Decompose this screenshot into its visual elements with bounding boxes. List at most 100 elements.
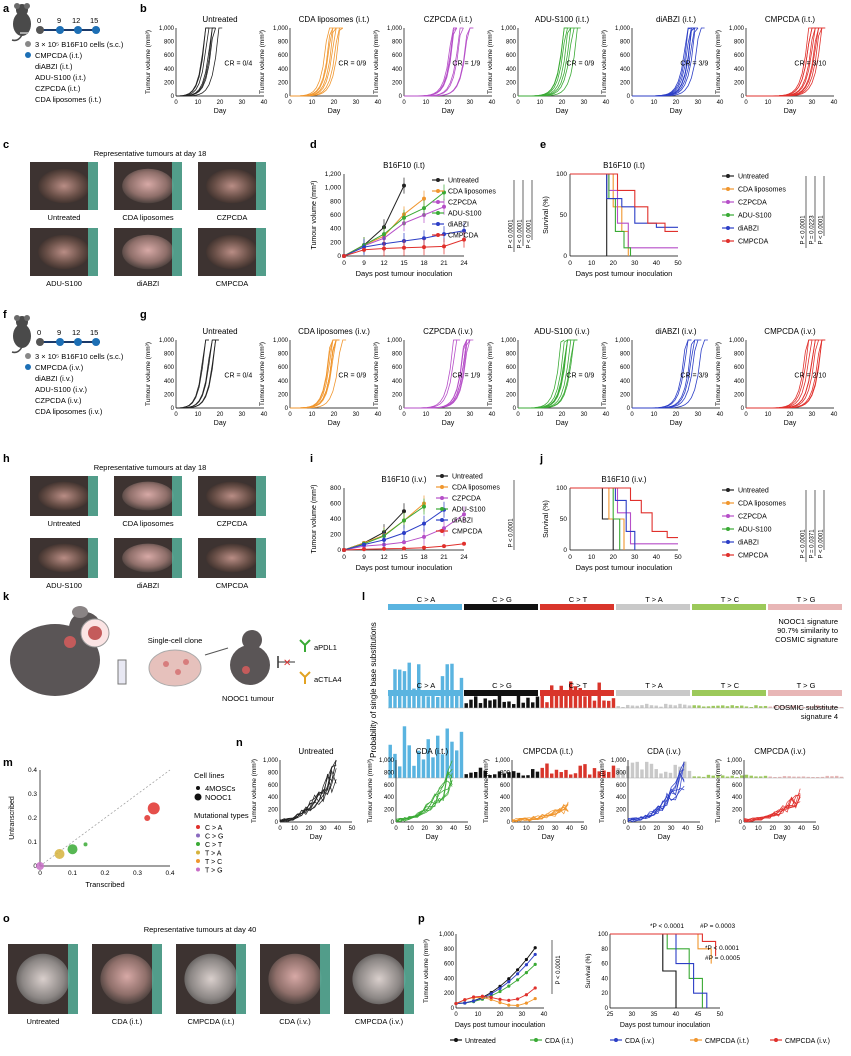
y-tick-label: 1,000 bbox=[159, 26, 175, 32]
substitution-bar bbox=[763, 775, 768, 778]
x-tick-label: 10 bbox=[423, 412, 430, 418]
category-label: C > A bbox=[417, 595, 436, 604]
legend-label: ADU-S100 bbox=[738, 527, 772, 534]
x-tick-label: 20 bbox=[217, 100, 224, 106]
substitution-bar bbox=[649, 705, 654, 708]
y-tick-label: 20 bbox=[601, 991, 608, 997]
growth-curve bbox=[404, 339, 457, 409]
substitution-bar bbox=[616, 767, 620, 778]
subplot-title: Untreated bbox=[202, 15, 237, 24]
photo-caption: Untreated bbox=[27, 1017, 60, 1026]
growth-curve bbox=[746, 339, 812, 409]
mutation-point bbox=[83, 842, 88, 847]
x-tick-label: 0 bbox=[342, 260, 346, 267]
x-tick-label: 50 bbox=[465, 826, 472, 832]
x-tick-label: 35 bbox=[651, 1012, 658, 1018]
series-line bbox=[343, 510, 405, 551]
y-tick-label: 400 bbox=[500, 795, 511, 801]
panel-label-o: o bbox=[3, 913, 10, 925]
x-tick-label: 20 bbox=[217, 412, 224, 418]
legend-label: CMPCDA bbox=[738, 239, 769, 246]
category-band bbox=[540, 604, 614, 610]
y-tick-label: 100 bbox=[556, 171, 567, 178]
substitution-bar bbox=[616, 706, 620, 708]
y-tick-label: 800 bbox=[278, 40, 289, 46]
mutation-point bbox=[144, 815, 151, 821]
y-tick-label: 1,000 bbox=[159, 338, 175, 344]
timeline-tick: 12 bbox=[72, 328, 80, 337]
substitution-bar bbox=[839, 776, 844, 778]
y-tick-label: 1,000 bbox=[611, 758, 627, 764]
x-tick-label: 40 bbox=[798, 826, 805, 832]
subplot-title: CMPCDA (i.t.) bbox=[765, 15, 816, 24]
chart-title: B16F10 (i.t) bbox=[383, 161, 425, 170]
y-tick-label: 600 bbox=[732, 783, 743, 789]
x-tick-label: 10 bbox=[537, 412, 544, 418]
complete-response-label: CR = 0/4 bbox=[224, 60, 252, 67]
y-tick-label: 800 bbox=[392, 352, 403, 358]
substitution-bar bbox=[583, 764, 587, 778]
legend-marker bbox=[440, 474, 444, 478]
legend-label: Untreated bbox=[465, 1038, 496, 1045]
x-axis-label: Day bbox=[784, 108, 797, 115]
y-axis-label: Tumour volume (mm³) bbox=[715, 30, 722, 94]
photo-glove-strip bbox=[172, 538, 182, 578]
y-axis-label: Tumour volume (mm³) bbox=[259, 30, 266, 94]
photo-caption: CMPCDA bbox=[216, 581, 249, 590]
growth-curve bbox=[627, 772, 685, 822]
growth-curve bbox=[395, 780, 453, 823]
category-label: C > A bbox=[417, 681, 436, 690]
x-tick-label: 0 bbox=[742, 826, 746, 832]
legend-marker bbox=[196, 842, 200, 846]
y-tick-label: 1,000 bbox=[387, 26, 403, 32]
category-band bbox=[692, 604, 766, 610]
substitution-bar bbox=[754, 776, 758, 778]
x-axis-label: Day bbox=[670, 108, 683, 115]
x-tick-label: 40 bbox=[375, 412, 382, 418]
y-tick-label: 1,000 bbox=[325, 185, 342, 192]
y-tick-label: 100 bbox=[556, 485, 567, 492]
block-x-icon: ✕ bbox=[283, 658, 291, 669]
photo-glove-strip bbox=[256, 538, 266, 578]
y-tick-label: 200 bbox=[392, 80, 403, 86]
growth-curve bbox=[518, 27, 568, 97]
substitution-bar bbox=[792, 705, 796, 708]
x-tick-label: 20 bbox=[445, 100, 452, 106]
y-tick-label: 50 bbox=[560, 516, 568, 523]
substitution-bar bbox=[820, 705, 825, 708]
treatment-line: ADU-S100 (i.v.) bbox=[35, 385, 87, 394]
panel-h-photos: Untreated CDA liposomes CZPCDA ADU-S100 diAB… bbox=[30, 476, 266, 590]
growth-curve bbox=[627, 762, 685, 822]
subplot-title: diABZI (i.v.) bbox=[655, 327, 697, 336]
y-tick-label: 800 bbox=[268, 770, 279, 776]
growth-curve bbox=[279, 773, 337, 823]
substitution-bar bbox=[697, 705, 701, 708]
substitution-bar bbox=[797, 705, 801, 708]
substitution-bar bbox=[469, 772, 473, 778]
y-axis-label: Tumour volume (mm³) bbox=[251, 759, 258, 823]
x-tick-label: 30 bbox=[668, 826, 675, 832]
category-band bbox=[616, 690, 690, 696]
substitution-bar bbox=[778, 776, 782, 778]
x-tick-label: 40 bbox=[261, 412, 268, 418]
x-tick-label: 30 bbox=[239, 412, 246, 418]
substitution-bar bbox=[787, 776, 791, 778]
y-tick-label: 1,000 bbox=[387, 338, 403, 344]
x-tick-label: 45 bbox=[695, 1012, 702, 1018]
x-tick-label: 0 bbox=[630, 100, 634, 106]
substitution-bar bbox=[668, 704, 673, 708]
y-tick-label: 0 bbox=[337, 253, 341, 260]
substitution-bar bbox=[402, 671, 407, 708]
category-label: T > A bbox=[645, 681, 663, 690]
substitution-bar bbox=[497, 771, 502, 778]
legend-label: Untreated bbox=[452, 474, 483, 481]
panel-label-k: k bbox=[3, 591, 10, 603]
x-tick-label: 10 bbox=[475, 1012, 482, 1018]
legend-label: ADU-S100 bbox=[738, 213, 772, 220]
y-axis-label: Probability of single base substitutions bbox=[369, 622, 378, 758]
timeline-f: 0 9 12 15 bbox=[36, 328, 100, 346]
legend-marker bbox=[726, 174, 730, 178]
substitution-bar bbox=[811, 706, 815, 708]
